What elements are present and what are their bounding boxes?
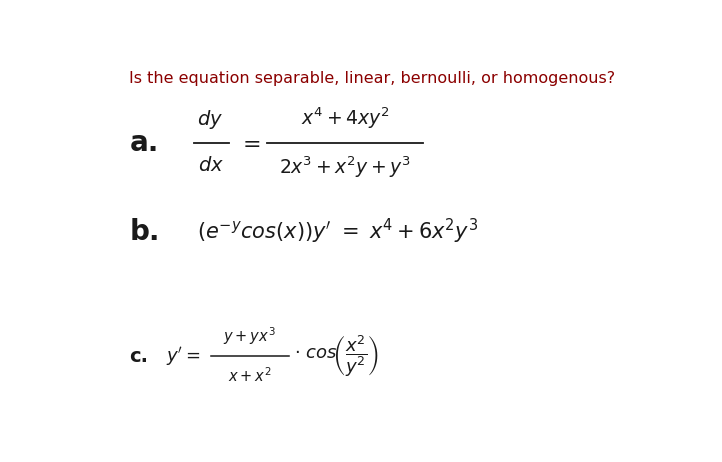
Text: $(e^{-y}cos(x))y' \ = \ x^4 + 6x^2y^3$: $(e^{-y}cos(x))y' \ = \ x^4 + 6x^2y^3$ — [196, 217, 478, 246]
Text: c.: c. — [129, 346, 149, 365]
Text: $x^4 + 4xy^2$: $x^4 + 4xy^2$ — [300, 106, 389, 131]
Text: a.: a. — [129, 128, 159, 157]
Text: $dy$: $dy$ — [198, 108, 224, 131]
Text: $y' = $: $y' = $ — [166, 345, 200, 368]
Text: $2x^3 + x^2y +y^3$: $2x^3 + x^2y +y^3$ — [279, 154, 411, 180]
Text: Is the equation separable, linear, bernoulli, or homogenous?: Is the equation separable, linear, berno… — [129, 72, 616, 86]
Text: $=$: $=$ — [238, 133, 261, 152]
Text: b.: b. — [129, 218, 160, 245]
Text: $x + x^2$: $x + x^2$ — [228, 366, 271, 385]
Text: $dx$: $dx$ — [198, 156, 224, 175]
Text: $\cdot\ cos\!\left(\dfrac{x^2}{y^2}\right)$: $\cdot\ cos\!\left(\dfrac{x^2}{y^2}\righ… — [295, 333, 379, 379]
Text: $y + yx^3$: $y + yx^3$ — [223, 326, 276, 347]
